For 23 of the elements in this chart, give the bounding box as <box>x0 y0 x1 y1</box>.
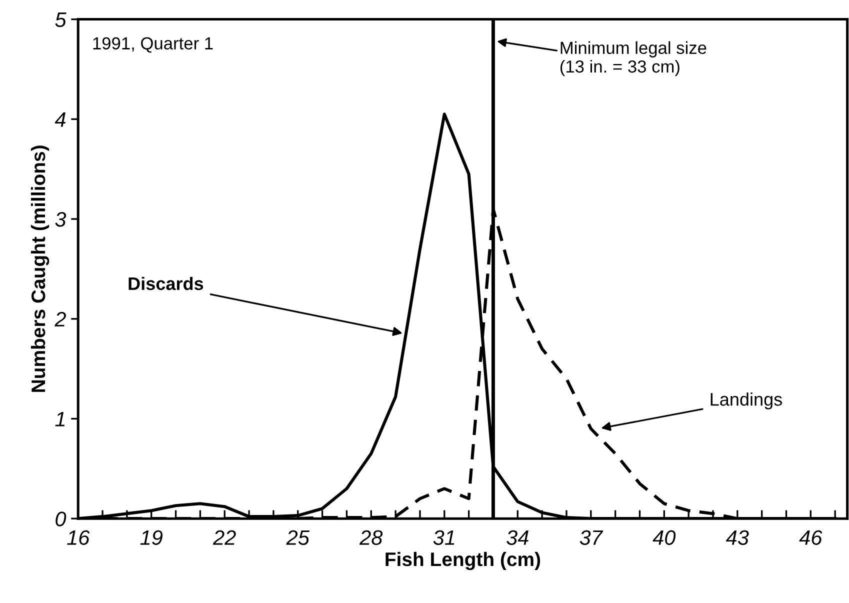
y-tick-label: 1 <box>55 412 65 426</box>
annotation: Discards <box>128 276 204 290</box>
x-tick-label: 28 <box>359 530 383 545</box>
ref-line-label: Minimum legal size (13 in. = 33 cm) <box>560 41 706 76</box>
y-tick-label: 5 <box>55 12 66 28</box>
x-tick-label: 22 <box>212 530 236 545</box>
x-axis-title: Fish Length (cm) <box>386 552 540 570</box>
x-tick-label: 46 <box>799 530 822 545</box>
y-axis-title: Numbers Caught (millions) <box>30 146 50 392</box>
annotation: 1991, Quarter 1 <box>93 37 213 53</box>
x-tick-label: 25 <box>286 530 310 545</box>
y-tick-label: 0 <box>56 512 66 526</box>
x-tick-label: 43 <box>726 530 749 545</box>
x-tick-label: 31 <box>433 530 454 545</box>
y-tick-label: 4 <box>54 112 66 127</box>
x-tick-label: 34 <box>506 530 528 545</box>
x-tick-label: 16 <box>67 530 90 545</box>
annotation: Landings <box>710 392 782 410</box>
x-tick-label: 40 <box>652 530 676 545</box>
y-tick-label: 3 <box>55 212 66 227</box>
x-tick-label: 37 <box>580 530 604 545</box>
y-tick-label: 2 <box>54 312 66 326</box>
x-tick-label: 19 <box>140 530 163 545</box>
